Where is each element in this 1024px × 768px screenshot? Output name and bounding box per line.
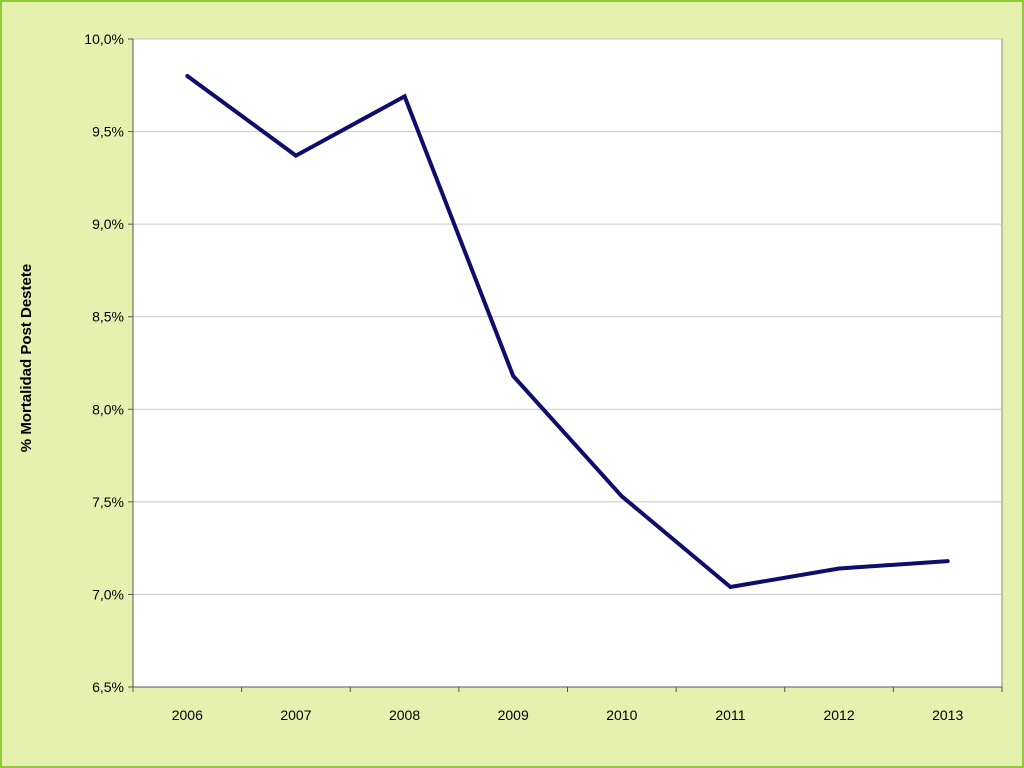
y-tick-label: 9,0% [92,216,124,232]
y-tick-label: 6,5% [92,679,124,695]
y-tick-label: 8,0% [92,401,124,417]
x-tick-label: 2012 [823,707,854,723]
y-tick-label: 7,0% [92,586,124,602]
y-tick-label: 10,0% [84,31,124,47]
series-line [185,74,950,590]
tick-labels: 6,5% 7,0% 7,5% 8,0% 8,5% 9,0% 9,5% 10,0% 2006 200… [84,31,963,723]
plot-area [132,38,1003,688]
y-tick-label: 7,5% [92,494,124,510]
x-tick-label: 2013 [932,707,963,723]
y-tick-label: 9,5% [92,124,124,140]
axes [128,38,1003,692]
y-axis-label: % Mortalidad Post Destete [18,264,35,452]
x-tick-label: 2006 [172,707,203,723]
x-tick-label: 2011 [715,707,745,723]
x-tick-label: 2008 [389,707,420,723]
x-tick-label: 2010 [606,707,637,723]
y-tick-label: 8,5% [92,309,124,325]
x-tick-label: 2009 [498,707,529,723]
x-tick-label: 2007 [280,707,311,723]
series-layer [185,74,950,590]
gridlines [133,38,1002,595]
